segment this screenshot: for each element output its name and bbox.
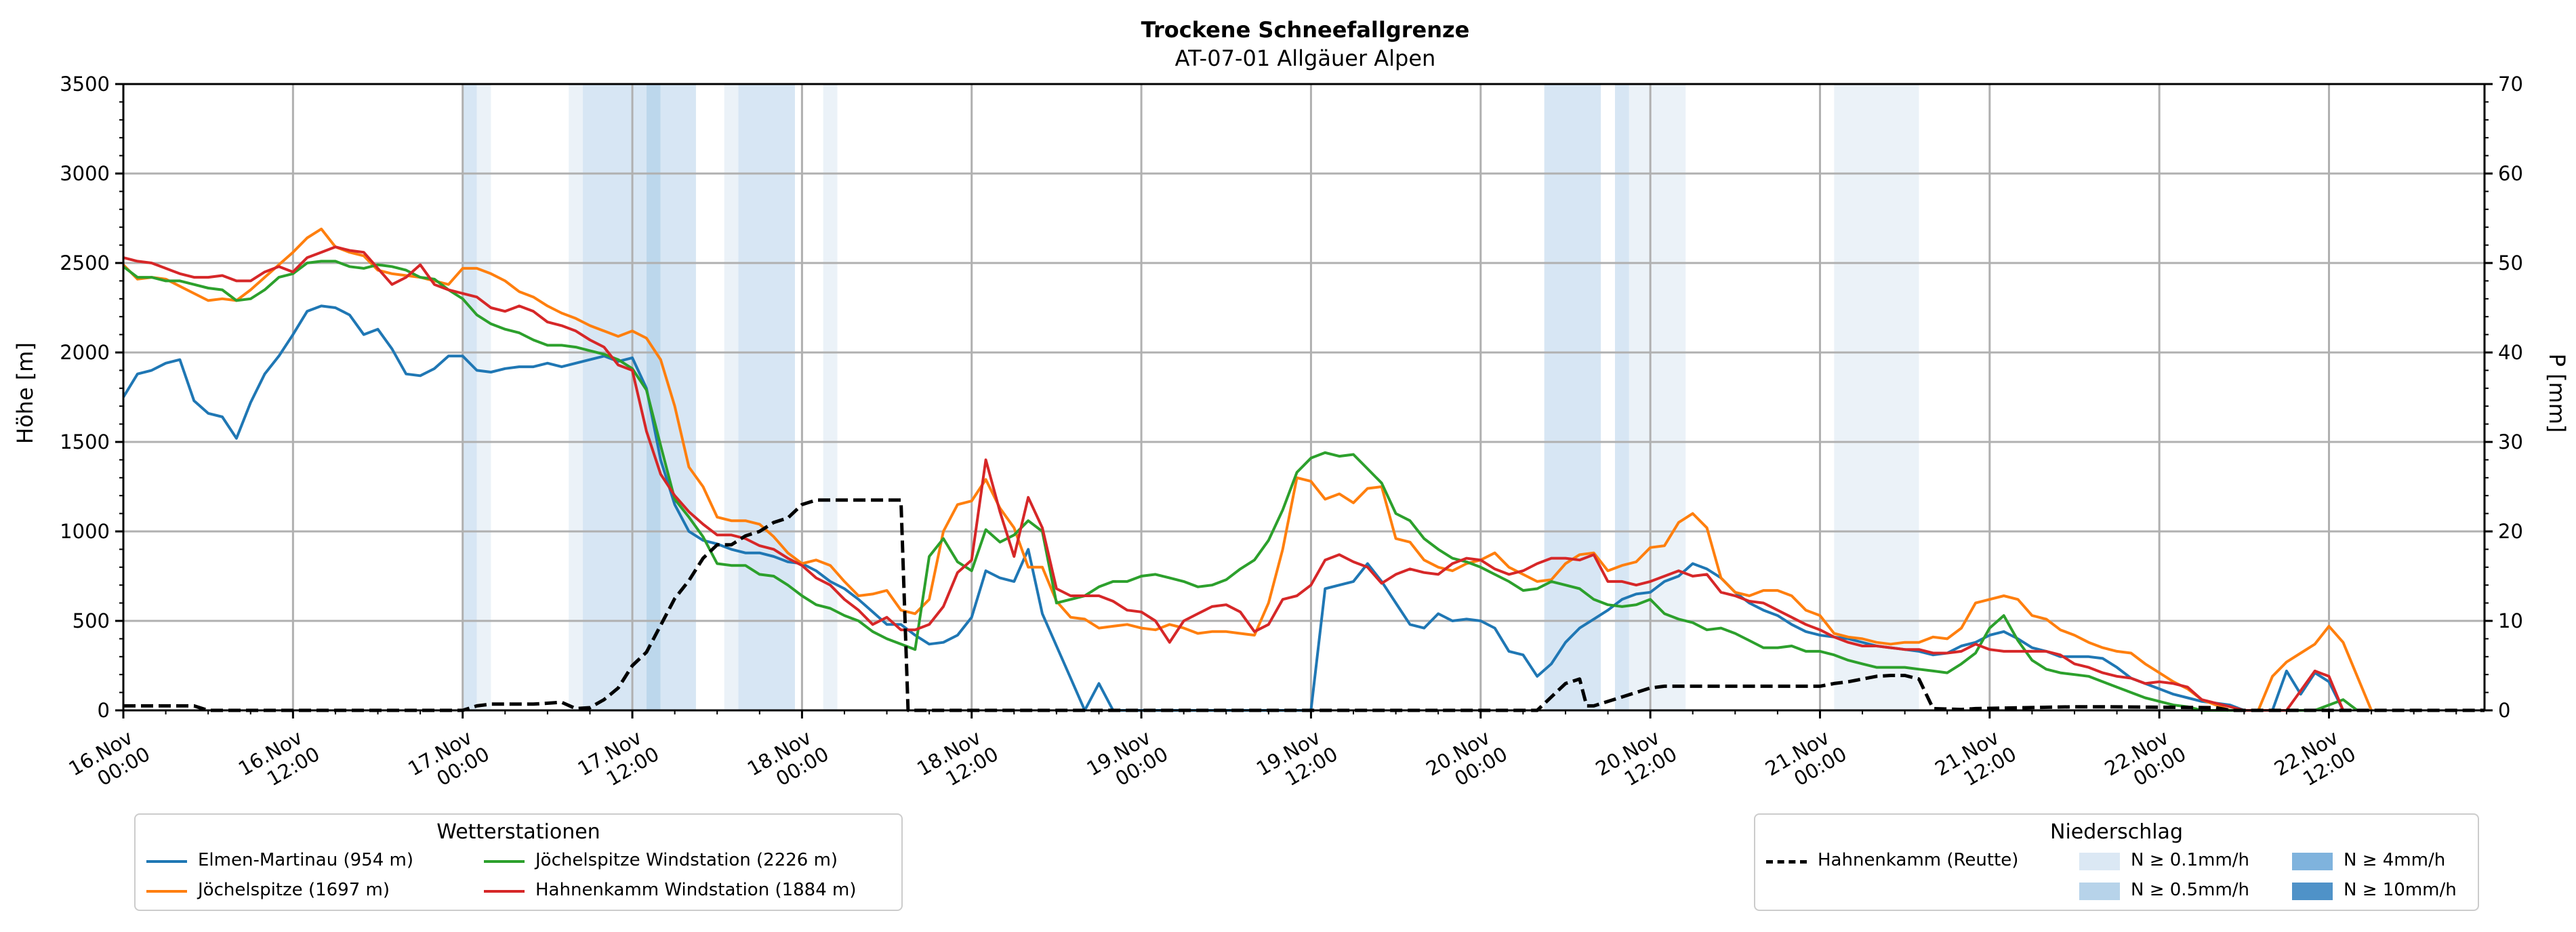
legend-stations-title: Wetterstationen [436,820,600,844]
ytick-label-right-6: 60 [2498,162,2523,185]
ytick-label-right-0: 0 [2498,699,2510,722]
xtick-label-10: 21.Nov00:00 [1761,723,1851,801]
y-axis-label-left: Höhe [m] [12,342,38,444]
xtick-label-4: 18.Nov00:00 [743,723,833,801]
ytick-label-left-2: 1000 [60,520,110,543]
ytick-label-right-1: 10 [2498,609,2523,632]
legend-label-1: Jöchelspitze (1697 m) [198,880,390,900]
xtick-label-13: 22.Nov12:00 [2270,723,2360,801]
xtick-label-5: 18.Nov12:00 [913,723,1002,801]
legend-line-3 [484,890,525,893]
precip-band-5 [660,84,696,710]
xtick-label-2: 17.Nov00:00 [404,723,493,801]
legend-line-0 [146,860,187,863]
chart-subtitle: AT-07-01 Allgäuer Alpen [1175,45,1436,71]
series-layer [122,227,2485,712]
xtick-label-3: 17.Nov12:00 [574,723,663,801]
ytick-label-right-5: 50 [2498,251,2523,275]
series-line-4 [123,498,2485,712]
precip-band-2 [569,84,584,710]
ytick-label-right-4: 40 [2498,341,2523,364]
precip-band-10 [1614,84,1629,710]
ytick-label-left-0: 0 [98,699,110,722]
ytick-label-right-7: 70 [2498,73,2523,96]
precip-band-6 [724,84,739,710]
legend-stations: Wetterstationen Elmen-Martinau (954 m) Jö… [134,813,903,911]
legend-precip-title: Niederschlag [2050,820,2183,844]
precip-band-9 [1544,84,1601,710]
precip-band-0 [462,84,477,710]
legend-swatch-label-1: N ≥ 0.5mm/h [2131,880,2250,900]
xtick-label-7: 19.Nov12:00 [1252,723,1342,801]
xtick-label-11: 21.Nov12:00 [1931,723,2020,801]
xtick-label-1: 16.Nov12:00 [234,723,324,801]
precip-band-12 [1834,84,1919,710]
precip-band-4 [646,84,661,710]
ytick-label-right-2: 20 [2498,520,2523,543]
ytick-label-left-1: 500 [73,609,110,632]
xtick-label-8: 20.Nov00:00 [1422,723,1511,801]
chart-title: Trockene Schneefallgrenze [1141,17,1470,43]
legend-swatch-2 [2292,853,2333,870]
ytick-label-left-3: 1500 [60,430,110,453]
legend-label-3: Hahnenkamm Windstation (1884 m) [535,880,857,900]
legend-swatch-label-2: N ≥ 4mm/h [2344,850,2446,870]
series-line-3 [123,245,2345,712]
legend-dashed-label: Hahnenkamm (Reutte) [1818,850,2019,870]
ytick-label-left-4: 2000 [60,341,110,364]
axes-frame-layer [122,83,2486,712]
legend-dashed-line [1766,860,1807,864]
ytick-label-left-5: 2500 [60,251,110,275]
precip-band-11 [1629,84,1686,710]
legend-swatch-0 [2079,853,2120,870]
xtick-label-0: 16.Nov00:00 [65,723,155,801]
series-line-2 [122,260,2358,712]
precip-band-1 [476,84,491,710]
precip-bands-layer [462,84,1919,710]
xtick-label-6: 19.Nov00:00 [1083,723,1172,801]
series-line-0 [122,304,2345,712]
xtick-label-12: 22.Nov00:00 [2101,723,2190,801]
legend-swatch-1 [2079,883,2120,900]
precip-band-3 [583,84,647,710]
legend-line-2 [484,860,525,863]
legend-label-0: Elmen-Martinau (954 m) [198,850,413,870]
plot-frame [122,83,2486,712]
precip-band-7 [738,84,795,710]
legend-swatch-label-3: N ≥ 10mm/h [2344,880,2457,900]
ytick-label-right-3: 30 [2498,430,2523,453]
legend-swatch-label-0: N ≥ 0.1mm/h [2131,850,2250,870]
xtick-label-9: 20.Nov12:00 [1592,723,1681,801]
ytick-label-left-7: 3500 [60,73,110,96]
ytick-label-left-6: 3000 [60,162,110,185]
legend-label-2: Jöchelspitze Windstation (2226 m) [535,850,838,870]
legend-swatch-3 [2292,883,2333,900]
y-axis-label-right: P [mm] [2544,354,2570,433]
legend-line-1 [146,890,187,893]
ticks-layer: 0 500 1000 1500 2000 2500 3000 3500 0 10 20 30 40 50 6… [60,73,2523,801]
legend-precip: Niederschlag Hahnenkamm (Reutte) N ≥ 0.1m… [1754,813,2479,911]
precip-band-8 [823,84,838,710]
series-line-1 [122,227,2373,712]
